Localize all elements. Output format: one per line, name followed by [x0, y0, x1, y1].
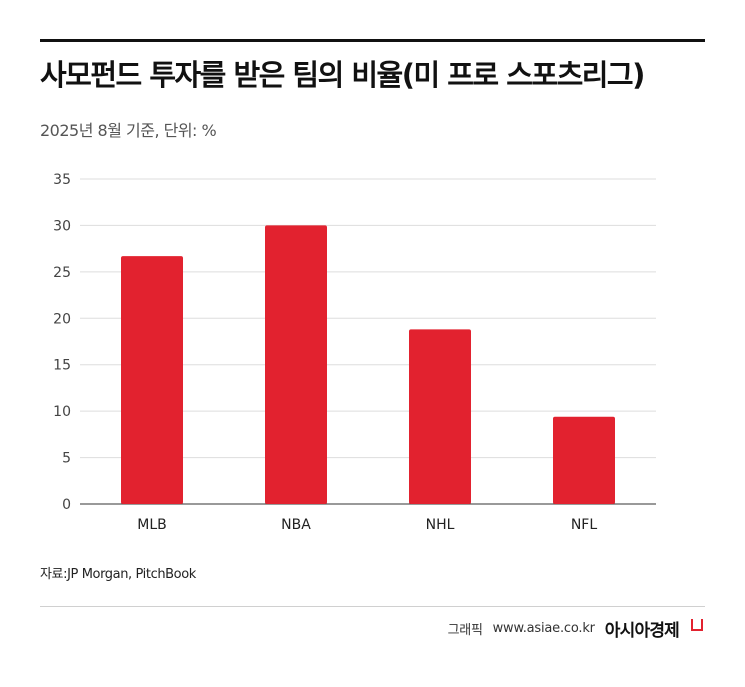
bar-chart: 0 5 10 15 20 25 30 35 MLB NBA NHL NFL [53, 172, 656, 533]
bar-nhl [409, 329, 471, 504]
bar-nba [265, 225, 327, 504]
y-tick-label: 35 [53, 172, 71, 188]
y-tick-label: 0 [62, 497, 71, 513]
y-tick-label: 25 [53, 265, 71, 281]
y-tick-label: 15 [53, 358, 71, 374]
source-note: 자료:JP Morgan, PitchBook [40, 567, 196, 582]
footer: 그래픽 www.asiae.co.kr 아시아경제 [448, 616, 703, 641]
x-tick-label: MLB [137, 517, 166, 533]
brand-logo: 아시아경제 [604, 621, 680, 641]
chart-title: 사모펀드 투자를 받은 팀의 비율(미 프로 스포츠리그) [40, 58, 645, 92]
brand-mark-icon [691, 618, 703, 631]
x-tick-label: NBA [281, 517, 311, 533]
label-layer: 0 5 10 15 20 25 30 35 MLB NBA NHL NFL [53, 172, 597, 533]
site-url[interactable]: www.asiae.co.kr [492, 621, 595, 636]
top-rule [40, 39, 705, 42]
bar-nfl [553, 416, 615, 504]
bar-layer [121, 225, 615, 504]
graphic-credit: 그래픽 [447, 623, 483, 638]
y-tick-label: 30 [53, 218, 71, 234]
y-tick-label: 5 [62, 451, 71, 467]
bar-mlb [121, 256, 183, 504]
bottom-rule [40, 606, 705, 607]
y-tick-label: 20 [53, 311, 71, 327]
x-tick-label: NHL [426, 517, 455, 533]
x-tick-label: NFL [571, 517, 598, 533]
y-tick-label: 10 [53, 404, 71, 420]
chart-subtitle: 2025년 8월 기준, 단위: % [40, 121, 217, 140]
